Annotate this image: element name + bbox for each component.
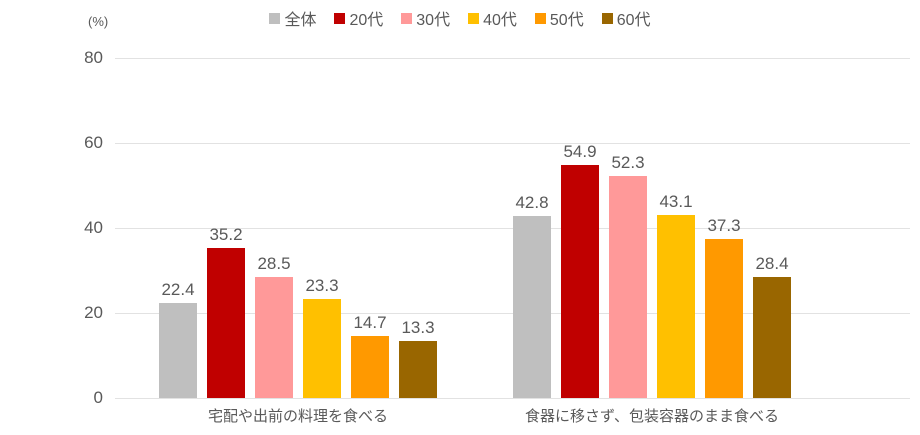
bar-20代-2: 54.9: [561, 142, 599, 398]
gridline: [115, 313, 910, 314]
bar-50代-1: 14.7: [351, 313, 389, 398]
y-axis-unit-label: (%): [88, 14, 109, 29]
legend-label: 60代: [616, 12, 651, 29]
bar-value-label: 37.3: [707, 216, 741, 236]
legend-swatch-icon: [534, 12, 546, 24]
y-tick-label: 60: [84, 133, 103, 152]
bar-value-label: 54.9: [563, 141, 597, 161]
bar-group: 22.4 35.2 28.5 23.3 14.7 13.3: [159, 225, 437, 398]
gridline: [115, 58, 910, 59]
bar-value-label: 13.3: [401, 318, 435, 338]
legend-swatch-icon: [468, 12, 480, 24]
legend-swatch-icon: [601, 12, 613, 24]
plot-area: 0 20 40 60 80 22.4 35.2 28.5 23.3 14.7 13.3 宅配や出前の料…: [84, 48, 910, 425]
bar-60代-2: 28.4: [753, 254, 791, 398]
bar-value-label: 28.4: [755, 254, 789, 274]
gridline: [115, 228, 910, 229]
gridline: [115, 143, 910, 144]
y-tick-label: 80: [84, 48, 103, 67]
bar-30代-2: 52.3: [609, 153, 647, 398]
legend-item: 全体: [269, 6, 316, 30]
legend: 全体 20代 30代 40代 50代 60代: [0, 6, 920, 30]
bar-value-label: 22.4: [161, 279, 195, 299]
bar-value-label: 28.5: [257, 253, 291, 273]
bar-value-label: 23.3: [305, 275, 339, 295]
bar-全体-2: 42.8: [513, 193, 551, 398]
bar-全体-1: 22.4: [159, 280, 197, 398]
legend-label: 50代: [549, 12, 584, 29]
legend-label: 40代: [483, 12, 517, 29]
category-label: 宅配や出前の料理を食べる: [207, 408, 389, 425]
legend-label: 30代: [416, 12, 451, 29]
bar-60代-1: 13.3: [399, 318, 437, 398]
y-tick-label: 40: [84, 218, 103, 237]
legend-item: 30代: [401, 6, 450, 30]
legend-label: 全体: [284, 12, 317, 29]
legend-item: 50代: [534, 6, 584, 30]
legend-label: 20代: [349, 12, 384, 29]
gridline: [115, 398, 910, 399]
legend-swatch-icon: [269, 12, 281, 24]
y-tick-label: 20: [84, 303, 103, 322]
legend-swatch-icon: [334, 12, 346, 24]
bar-40代-2: 43.1: [657, 192, 695, 398]
bar-value-label: 14.7: [353, 312, 387, 332]
bar-40代-1: 23.3: [303, 276, 341, 398]
legend-swatch-icon: [401, 12, 413, 24]
legend-item: 20代: [334, 6, 383, 30]
bar-value-label: 52.3: [611, 152, 645, 172]
bar-30代-1: 28.5: [255, 254, 293, 398]
bar-value-label: 42.8: [515, 193, 549, 213]
legend-item: 40代: [468, 6, 517, 30]
y-tick-label: 0: [93, 388, 103, 407]
bar-value-label: 43.1: [659, 191, 693, 211]
bar-value-label: 35.2: [209, 225, 243, 245]
bar-group: 42.8 54.9 52.3 43.1 37.3 28.4: [513, 142, 791, 398]
bar-20代-1: 35.2: [207, 225, 245, 398]
bar-50代-2: 37.3: [705, 216, 743, 398]
category-label: 食器に移さず、包装容器のまま食べる: [525, 408, 779, 425]
legend-item: 60代: [601, 6, 651, 30]
